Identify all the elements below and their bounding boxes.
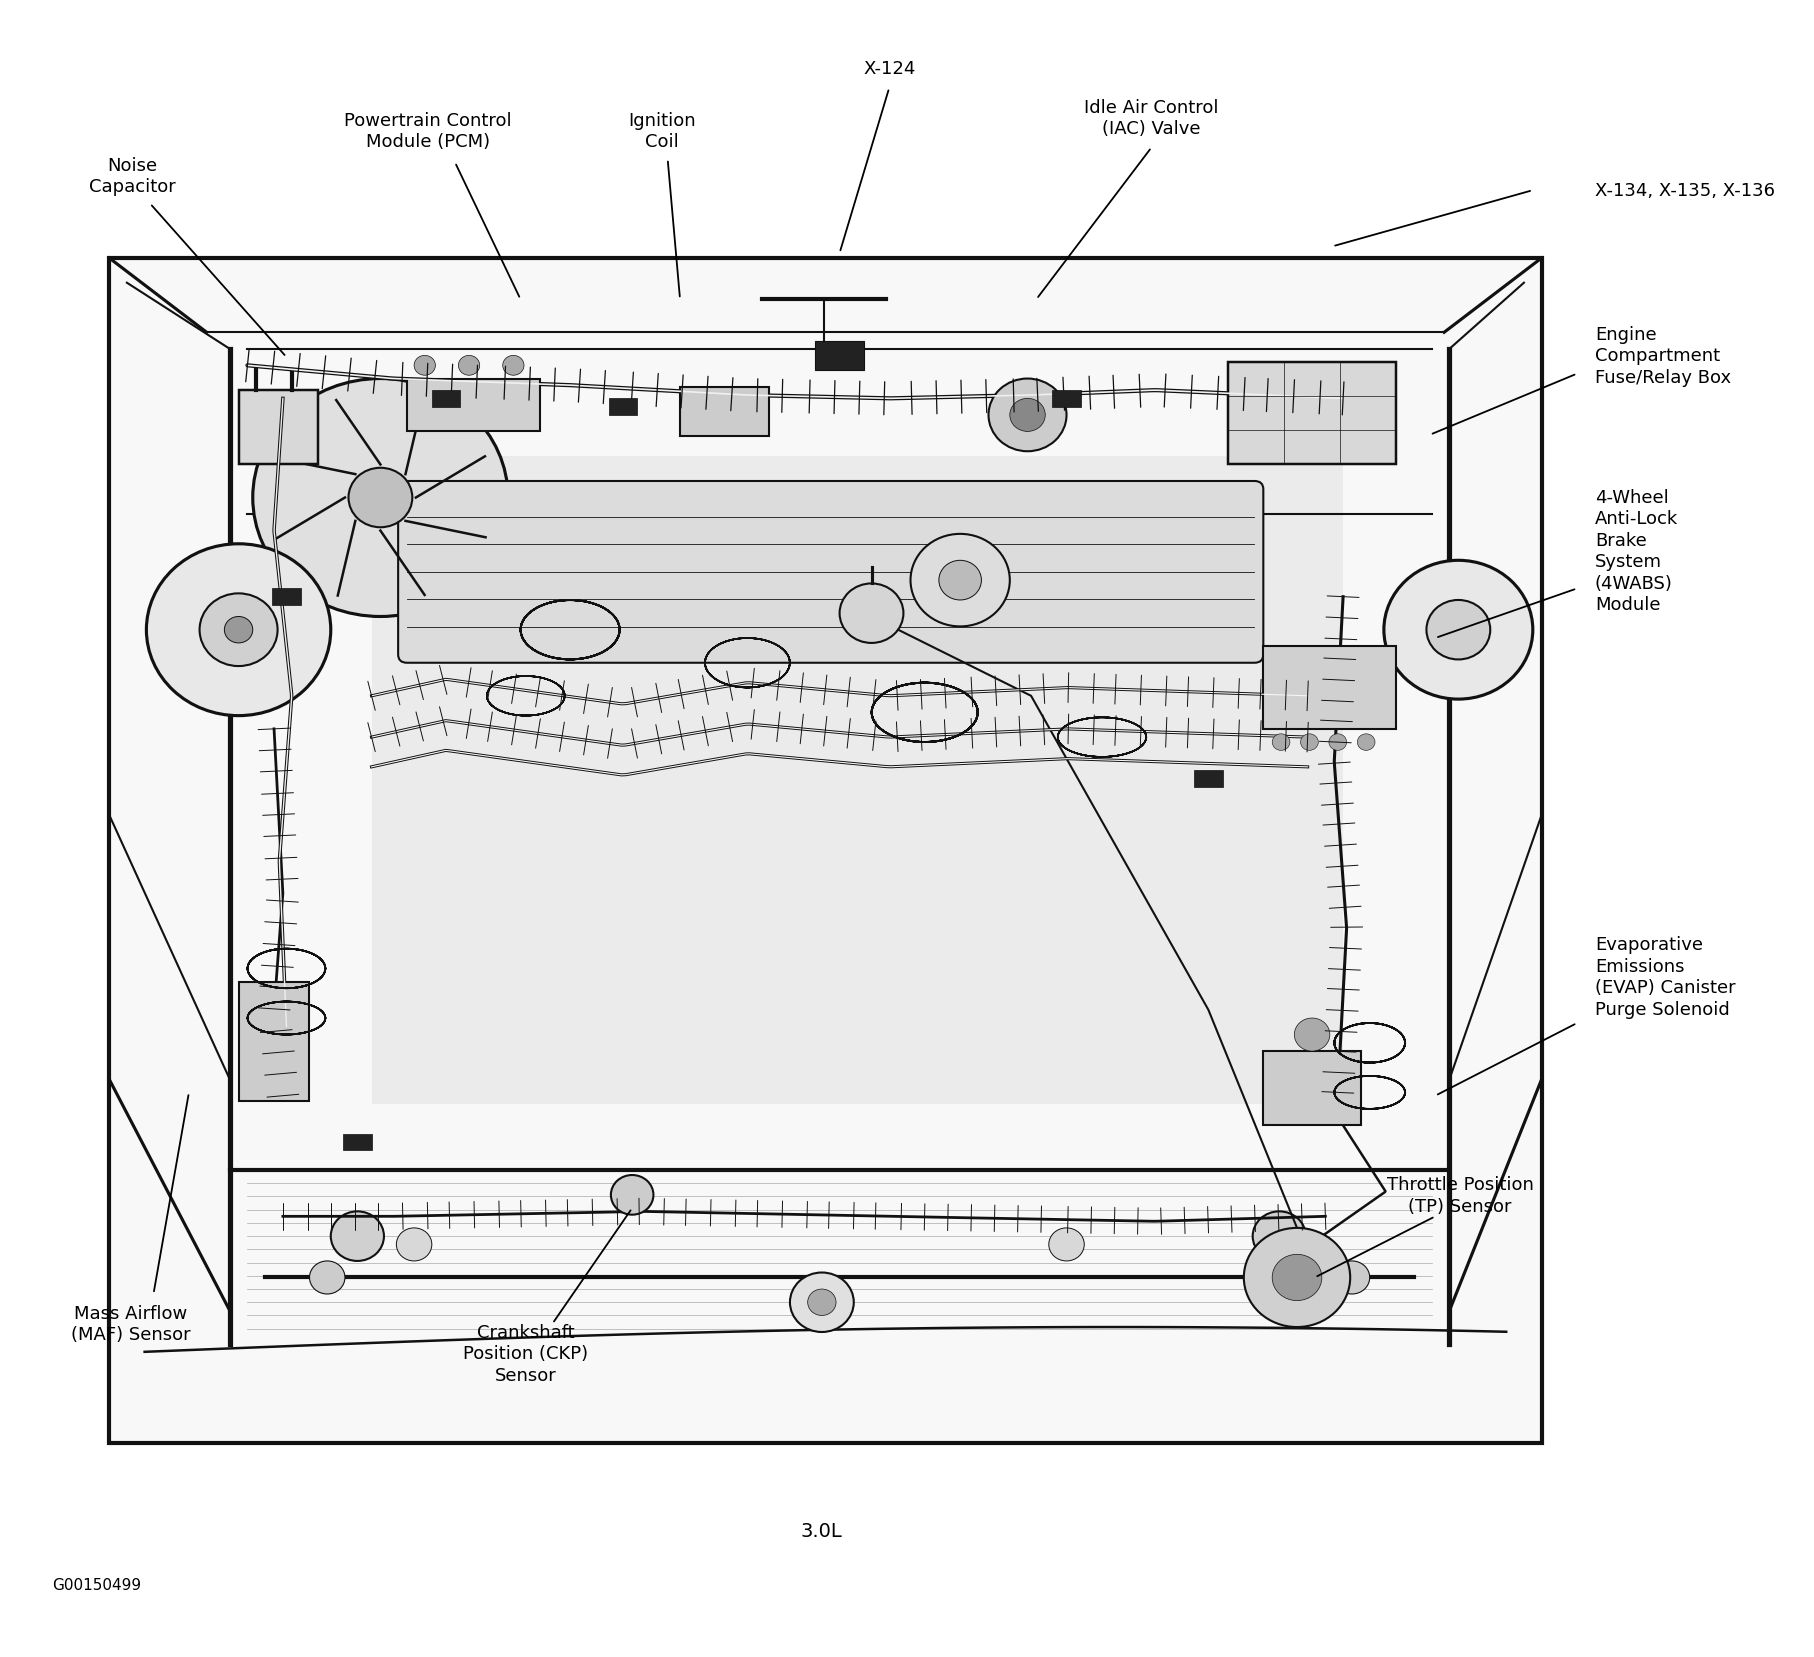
Circle shape	[348, 469, 412, 529]
Text: Noise
Capacitor: Noise Capacitor	[89, 156, 176, 196]
Circle shape	[807, 1289, 836, 1316]
Circle shape	[789, 1273, 853, 1332]
Circle shape	[938, 562, 981, 600]
Text: G00150499: G00150499	[53, 1577, 141, 1592]
Bar	[272, 588, 301, 605]
Bar	[406, 379, 541, 432]
Bar	[1263, 646, 1395, 729]
Circle shape	[1426, 600, 1489, 659]
Circle shape	[840, 583, 903, 643]
Circle shape	[1328, 734, 1346, 751]
Text: X-124: X-124	[863, 60, 914, 78]
Circle shape	[310, 1261, 345, 1294]
Circle shape	[395, 1228, 432, 1261]
Bar	[680, 388, 769, 437]
Circle shape	[1272, 734, 1290, 751]
Circle shape	[225, 616, 252, 643]
Bar	[109, 258, 1540, 1443]
Circle shape	[1357, 734, 1375, 751]
Circle shape	[502, 356, 524, 376]
Text: Engine
Compartment
Fuse/Relay Box: Engine Compartment Fuse/Relay Box	[1595, 326, 1731, 386]
Circle shape	[1301, 734, 1317, 751]
Circle shape	[1009, 399, 1045, 432]
Circle shape	[611, 1175, 653, 1215]
Circle shape	[1293, 1019, 1330, 1052]
FancyBboxPatch shape	[397, 482, 1263, 663]
Text: Mass Airflow
(MAF) Sensor: Mass Airflow (MAF) Sensor	[71, 1304, 190, 1344]
Text: Idle Air Control
(IAC) Valve: Idle Air Control (IAC) Valve	[1083, 99, 1219, 138]
Circle shape	[1243, 1228, 1350, 1327]
Text: Crankshaft
Position (CKP)
Sensor: Crankshaft Position (CKP) Sensor	[463, 1324, 588, 1384]
Circle shape	[989, 379, 1067, 452]
Circle shape	[1252, 1211, 1304, 1261]
Bar	[1194, 771, 1223, 787]
Circle shape	[459, 356, 479, 376]
Text: X-134, X-135, X-136: X-134, X-135, X-136	[1595, 182, 1774, 200]
Circle shape	[1272, 1254, 1321, 1301]
Bar	[432, 391, 461, 408]
Bar	[343, 1133, 372, 1150]
Circle shape	[330, 1211, 385, 1261]
Text: Powertrain Control
Module (PCM): Powertrain Control Module (PCM)	[345, 113, 512, 151]
Text: Throttle Position
(TP) Sensor: Throttle Position (TP) Sensor	[1386, 1175, 1533, 1215]
Circle shape	[252, 379, 508, 616]
Bar	[238, 983, 310, 1100]
Text: 3.0L: 3.0L	[800, 1521, 842, 1539]
Bar	[238, 391, 317, 466]
Circle shape	[911, 535, 1009, 626]
Bar	[372, 457, 1342, 1104]
Text: Ignition
Coil: Ignition Coil	[628, 113, 697, 151]
Bar	[1228, 363, 1395, 466]
Circle shape	[147, 545, 330, 716]
Bar	[814, 341, 863, 371]
Text: 4-Wheel
Anti-Lock
Brake
System
(4WABS)
Module: 4-Wheel Anti-Lock Brake System (4WABS) M…	[1595, 489, 1678, 613]
Circle shape	[200, 593, 278, 666]
Circle shape	[1382, 562, 1533, 699]
Text: Evaporative
Emissions
(EVAP) Canister
Purge Solenoid: Evaporative Emissions (EVAP) Canister Pu…	[1595, 936, 1734, 1019]
Circle shape	[414, 356, 435, 376]
Circle shape	[1333, 1261, 1370, 1294]
Bar	[610, 399, 637, 416]
Bar	[1263, 1052, 1360, 1125]
Bar	[1052, 391, 1079, 408]
Circle shape	[1048, 1228, 1083, 1261]
